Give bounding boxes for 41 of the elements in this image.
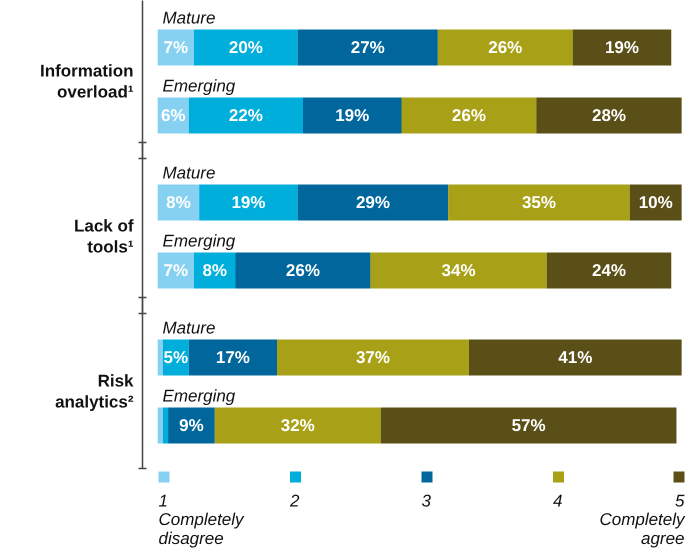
data-label: 19% <box>604 38 639 57</box>
data-label: 28% <box>592 106 626 125</box>
data-label: 10% <box>638 193 673 212</box>
data-label: 7% <box>164 38 188 57</box>
text: Risk analytics² <box>55 372 134 412</box>
data-label: 5% <box>164 348 188 367</box>
y-tick-label: Mature <box>162 8 216 28</box>
data-label: 20% <box>228 38 263 57</box>
legend-label: 1 Completely disagree <box>158 492 246 548</box>
data-label: 19% <box>231 193 266 212</box>
data-label: 9% <box>179 416 204 435</box>
legend-label: 5 Completely agree <box>599 492 686 548</box>
legend-label: 2 <box>289 492 300 510</box>
data-label: 26% <box>286 261 320 280</box>
text: Lack of tools¹ <box>74 216 134 256</box>
y-tick-label: Mature <box>162 164 216 182</box>
data-label: 24% <box>592 261 626 280</box>
data-label: 32% <box>280 416 315 435</box>
data-label: 26% <box>488 38 522 57</box>
data-label: 22% <box>228 106 263 125</box>
data-label: 17% <box>216 348 250 367</box>
y-tick-label: Emerging <box>162 386 236 406</box>
data-label: 8% <box>202 261 228 280</box>
data-label: 8% <box>166 193 191 212</box>
data-label: 19% <box>335 106 370 125</box>
data-label: 37% <box>356 348 390 367</box>
data-label: 6% <box>160 106 186 125</box>
data-label: 26% <box>452 106 486 125</box>
y-tick-label: Mature <box>162 318 216 338</box>
data-label: 7% <box>164 261 188 280</box>
y-tick-label: Emerging <box>162 76 236 96</box>
data-label: 34% <box>442 261 476 280</box>
data-label: 35% <box>522 193 556 212</box>
legend-label: 4 <box>553 492 562 510</box>
data-label: 41% <box>558 348 592 367</box>
text: Information overload¹ <box>40 62 134 102</box>
data-label: 57% <box>512 416 546 435</box>
legend-label: 3 <box>422 492 432 510</box>
y-tick-label: Emerging <box>162 232 236 250</box>
data-label: 29% <box>356 193 390 212</box>
data-label: 27% <box>350 38 385 57</box>
